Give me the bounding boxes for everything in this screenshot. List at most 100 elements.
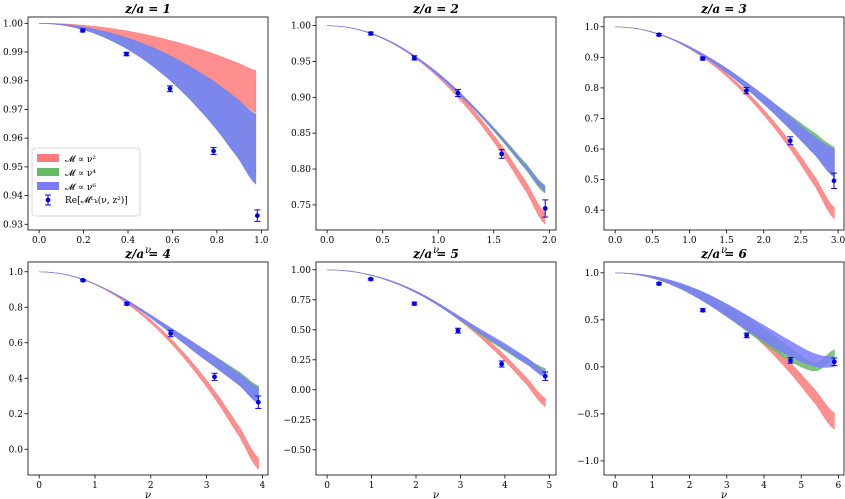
y-tick-label: 0.0 [9, 445, 24, 455]
band-series-1 [615, 26, 835, 220]
data-point [831, 178, 837, 184]
band-series-3 [39, 23, 257, 185]
x-axis-label: ν [145, 490, 151, 499]
x-axis-label: ν [145, 245, 151, 256]
x-tick-label: 3 [204, 481, 210, 491]
y-tick-label: 0.6 [585, 145, 600, 155]
chart-title: z/a = 5 [412, 247, 459, 261]
plot-area [327, 25, 549, 225]
x-tick-label: 1 [650, 481, 656, 491]
y-tick-label: 0.5 [585, 316, 600, 326]
data-point [411, 55, 417, 61]
chart-panel-1: 0.0 0.2 0.4 0.6 0.8 1.0 0.93 0.94 0.95 0.96 0.97 0.… [3, 2, 269, 256]
y-tick-label: 0.95 [3, 163, 23, 173]
chart-title: z/a = 3 [700, 2, 747, 16]
x-axis-label: ν [721, 245, 727, 256]
x-tick-label: 0.0 [608, 236, 623, 246]
chart-panel-3: 0.0 0.5 1.0 1.5 2.0 2.5 3.0 0.4 0.5 0.6 0.7 0.8 0.9 1… [585, 2, 845, 256]
x-tick-label: 0.0 [32, 236, 47, 246]
data-point [124, 51, 129, 57]
x-tick-label: 1.0 [431, 236, 446, 246]
axes-frame [315, 16, 557, 231]
y-tick-label: 0.96 [3, 134, 23, 144]
y-tick-label: 0.90 [291, 93, 311, 103]
legend-label: Re[𝓜ᴸₖ(ν, z²)] [65, 195, 128, 206]
y-tick-label: 0.25 [291, 356, 311, 366]
data-point [167, 86, 173, 92]
y-tick-label: 0.2 [9, 410, 23, 420]
x-tick-label: 1 [369, 481, 375, 491]
band-series-2 [39, 271, 259, 403]
x-tick-label: 0.6 [165, 236, 180, 246]
band-series-2 [615, 26, 835, 176]
data-point [211, 148, 216, 154]
y-tick-label: 0.9 [585, 53, 600, 63]
chart-title: z/a = 6 [700, 247, 747, 261]
band-series-1 [327, 269, 546, 408]
x-tick-label: 1.5 [719, 236, 734, 246]
x-tick-label: 3.0 [831, 236, 845, 246]
x-tick-label: 1.0 [254, 236, 269, 246]
y-tick-label: −1.0 [577, 457, 599, 467]
x-tick-label: 0.0 [320, 236, 335, 246]
y-tick-label: 0.98 [3, 77, 23, 87]
x-tick-label: 0 [612, 481, 618, 491]
y-tick-label: 1.0 [9, 268, 24, 278]
y-tick-label: 0.7 [585, 114, 600, 124]
band-series-3 [615, 272, 835, 368]
x-axis-label: ν [433, 245, 439, 256]
x-tick-label: 1 [92, 481, 98, 491]
x-axis-label: ν [721, 490, 727, 499]
y-tick-label: −0.25 [283, 416, 311, 426]
band-series-3 [615, 26, 835, 178]
x-tick-label: 0.5 [376, 236, 391, 246]
axes-frame [27, 261, 269, 476]
chart-panel-5: 0 1 2 3 4 5 −0.50 −0.25 0.00 0.25 0.50 0.75 1.00 z/a … [283, 247, 557, 499]
x-tick-label: 1.5 [487, 236, 502, 246]
y-tick-label: 0.00 [291, 386, 311, 396]
x-tick-label: 4 [260, 481, 266, 491]
plot-area [327, 269, 549, 408]
data-point [700, 56, 706, 61]
y-tick-label: 0.6 [9, 339, 24, 349]
data-point [831, 359, 837, 365]
data-point [542, 206, 548, 211]
y-tick-label: 0.0 [585, 363, 600, 373]
y-tick-label: 0.4 [585, 206, 600, 216]
band-series-3 [39, 271, 259, 404]
data-point [124, 301, 130, 307]
chart-title: z/a = 1 [124, 2, 171, 16]
legend-swatch [37, 168, 59, 176]
y-tick-label: −0.5 [577, 410, 599, 420]
data-point [787, 138, 793, 144]
y-tick-label: 0.5 [585, 176, 600, 186]
x-tick-label: 2 [413, 481, 419, 491]
data-point [80, 28, 86, 33]
x-tick-label: 2 [148, 481, 154, 491]
chart-panel-2: 0.0 0.5 1.0 1.5 2.0 0.75 0.80 0.85 0.90 0.95 1.00 z… [291, 2, 557, 256]
y-tick-label: 0.8 [585, 84, 600, 94]
band-series-3 [327, 25, 546, 193]
data-point [168, 331, 174, 336]
chart-title: z/a = 2 [412, 2, 459, 16]
plot-area [615, 272, 838, 430]
chart-title: z/a = 4 [124, 247, 171, 261]
legend-marker [45, 197, 51, 203]
x-tick-label: 2.0 [542, 236, 557, 246]
data-point [254, 213, 260, 219]
legend-label: 𝓜 ∝ ν⁴ [65, 169, 96, 179]
data-point [368, 31, 374, 36]
plot-area [39, 23, 261, 222]
legend-swatch [37, 182, 59, 190]
x-tick-label: 6 [836, 481, 842, 491]
data-point [788, 357, 793, 363]
data-point [700, 307, 706, 313]
x-tick-label: 4 [761, 481, 767, 491]
legend: 𝓜 ∝ ν² 𝓜 ∝ ν⁴ 𝓜 ∝ ν⁶ Re[𝓜ᴸₖ(ν, z²)] [31, 147, 141, 217]
y-tick-label: 0.97 [3, 105, 23, 115]
legend-swatch [37, 154, 59, 162]
plot-area [615, 26, 837, 220]
x-tick-label: 0.8 [210, 236, 225, 246]
band-series-3 [327, 269, 546, 378]
